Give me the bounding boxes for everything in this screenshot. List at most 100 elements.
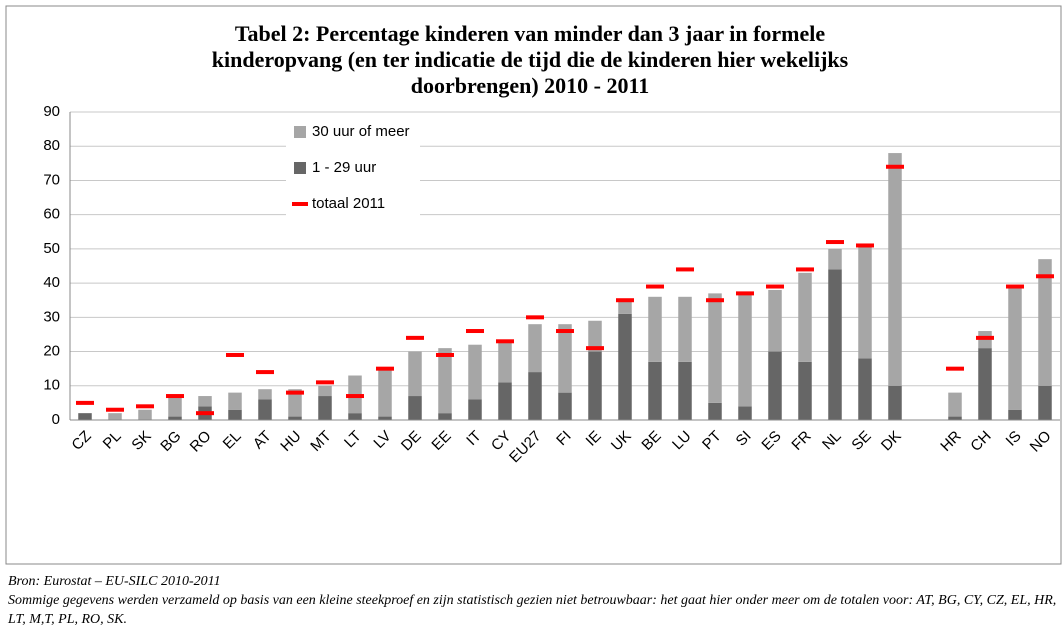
bar-segment: [168, 396, 182, 417]
bar-segment: [588, 320, 602, 352]
y-tick-label: 50: [43, 240, 60, 257]
total-marker: [256, 370, 274, 375]
total-marker: [616, 298, 634, 303]
total-marker: [1006, 284, 1024, 289]
bar-segment: [858, 245, 872, 359]
bar-segment: [228, 392, 242, 410]
x-tick-label: CH: [967, 428, 994, 455]
total-marker: [376, 366, 394, 371]
total-marker: [106, 407, 124, 412]
bar-segment: [738, 293, 752, 407]
bar-segment: [558, 392, 572, 420]
x-tick-label: MT: [307, 428, 334, 455]
bar-segment: [558, 324, 572, 393]
total-marker: [466, 329, 484, 334]
x-tick-label: FR: [788, 427, 814, 453]
total-marker: [226, 352, 244, 357]
bar-segment: [708, 402, 722, 420]
legend-label: totaal 2011: [312, 195, 385, 212]
y-tick-label: 70: [43, 171, 60, 188]
bar-segment: [648, 296, 662, 362]
bar-segment: [768, 351, 782, 420]
total-marker: [766, 284, 784, 289]
bar-segment: [798, 361, 812, 420]
bar-segment: [498, 341, 512, 383]
total-marker: [676, 267, 694, 272]
x-tick-label: BG: [157, 428, 184, 455]
y-tick-label: 90: [43, 103, 60, 120]
x-tick-label: RO: [187, 428, 215, 456]
total-marker: [166, 394, 184, 399]
x-tick-label: LT: [341, 428, 365, 452]
chart-title: doorbrengen) 2010 - 2011: [411, 73, 650, 98]
bar-segment: [828, 248, 842, 270]
bar-segment: [858, 358, 872, 420]
x-tick-label: EE: [428, 428, 454, 454]
bar-segment: [588, 351, 602, 420]
chart-border: [5, 5, 1062, 565]
bar-segment: [768, 289, 782, 352]
total-marker: [496, 339, 514, 344]
bar-segment: [228, 409, 242, 420]
total-marker: [316, 380, 334, 385]
total-marker: [1036, 274, 1054, 279]
bar-segment: [468, 344, 482, 400]
bar-segment: [468, 399, 482, 420]
total-marker: [286, 390, 304, 395]
bar-segment: [948, 416, 962, 420]
bar-segment: [348, 413, 362, 420]
bar-segment: [678, 361, 692, 420]
total-marker: [196, 411, 214, 416]
bar-segment: [708, 293, 722, 403]
bar-segment: [318, 396, 332, 420]
x-tick-label: EL: [220, 428, 245, 453]
y-tick-label: 80: [43, 137, 60, 154]
bar-segment: [888, 385, 902, 420]
total-marker: [406, 335, 424, 340]
x-tick-label: PT: [699, 428, 725, 454]
total-marker: [586, 346, 604, 351]
y-tick-label: 60: [43, 206, 60, 223]
total-marker: [436, 352, 454, 357]
legend-box: [286, 118, 420, 218]
bar-segment: [798, 272, 812, 362]
bar-segment: [978, 348, 992, 420]
bar-segment: [738, 406, 752, 420]
x-tick-label: ES: [758, 428, 784, 454]
x-tick-label: BE: [638, 428, 664, 454]
bar-segment: [948, 392, 962, 417]
x-tick-label: IT: [463, 428, 484, 449]
x-tick-label: NL: [819, 428, 845, 454]
chart: Tabel 2: Percentage kinderen van minder …: [5, 5, 1062, 565]
bar-segment: [198, 396, 212, 407]
x-tick-label: HR: [937, 428, 964, 455]
y-tick-label: 20: [43, 343, 60, 360]
bar-segment: [288, 389, 302, 417]
y-tick-label: 0: [52, 411, 60, 428]
x-tick-label: HU: [277, 428, 304, 455]
total-marker: [646, 284, 664, 289]
bar-segment: [378, 368, 392, 417]
x-tick-label: EU27: [506, 428, 545, 467]
legend-swatch: [294, 162, 306, 174]
bar-segment: [528, 372, 542, 420]
y-tick-label: 30: [43, 308, 60, 325]
x-tick-label: IE: [583, 428, 605, 450]
total-marker: [796, 267, 814, 272]
total-marker: [556, 329, 574, 334]
legend-label: 30 uur of meer: [312, 123, 410, 140]
total-marker: [946, 366, 964, 371]
chart-title: kinderopvang (en ter indicatie de tijd d…: [212, 47, 849, 72]
x-tick-label: SK: [128, 428, 154, 454]
bar-segment: [318, 385, 332, 397]
x-tick-label: CZ: [68, 428, 94, 454]
total-marker: [706, 298, 724, 303]
bar-segment: [258, 389, 272, 400]
total-marker: [526, 315, 544, 320]
x-tick-label: AT: [250, 428, 275, 453]
x-tick-label: FI: [553, 428, 574, 449]
bar-segment: [648, 361, 662, 420]
bar-segment: [1038, 385, 1052, 420]
bar-segment: [168, 416, 182, 420]
